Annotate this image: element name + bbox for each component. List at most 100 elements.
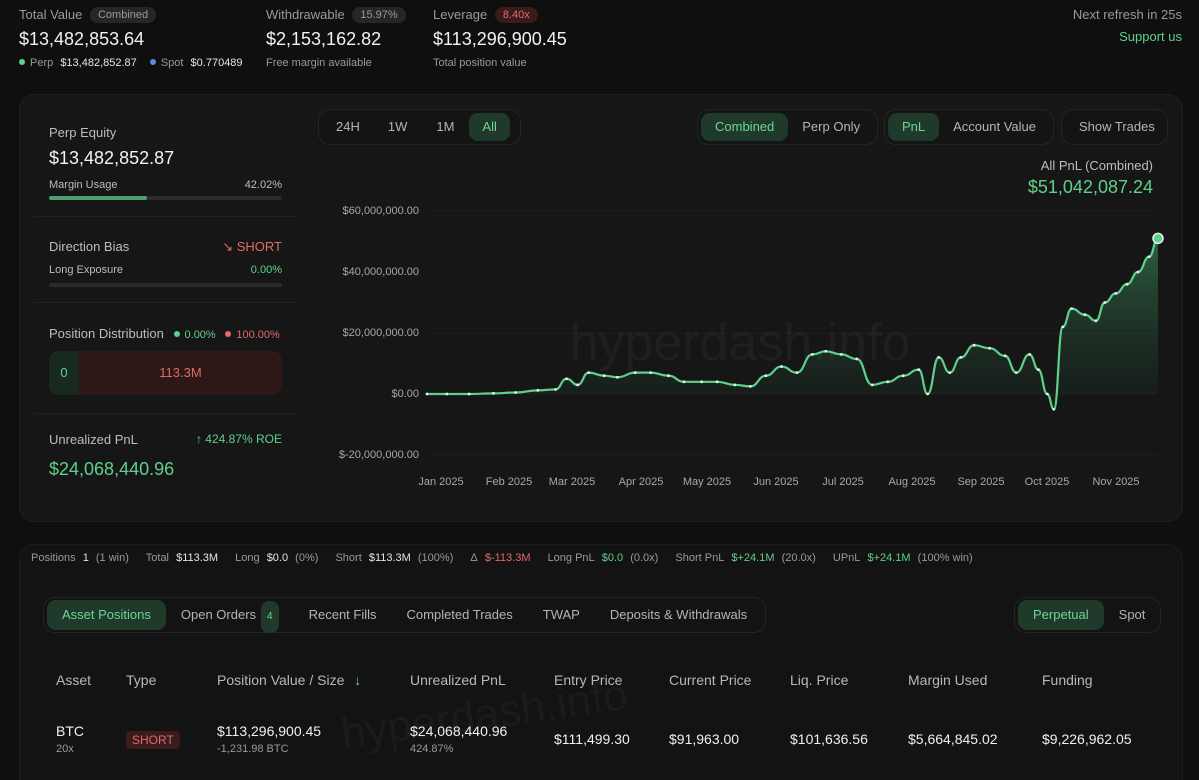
col-unrealized-pnl[interactable]: Unrealized PnL (410, 672, 506, 688)
range-1w[interactable]: 1W (387, 119, 408, 134)
refresh-text: Next refresh in 25s (1072, 7, 1182, 22)
data-point (649, 371, 653, 375)
col-margin-used[interactable]: Margin Used (908, 672, 988, 688)
data-point (445, 392, 449, 396)
range-1m[interactable]: 1M (436, 119, 455, 134)
dist-long-segment: 0 (49, 351, 79, 395)
data-point (1083, 313, 1087, 317)
data-point (425, 392, 429, 396)
x-tick: Nov 2025 (1092, 476, 1140, 488)
data-point (917, 368, 921, 371)
data-point (1014, 371, 1018, 375)
short-pnl-x: (20.0x) (781, 552, 816, 564)
time-range-selector: 24H 1W 1M All (318, 109, 521, 145)
long-pnl-label: Long PnL (547, 552, 595, 564)
row-funding: $9,226,962.05 (1042, 731, 1132, 747)
col-position-value[interactable]: Position Value / Size ↓ (217, 672, 361, 688)
margin-usage-fill (49, 196, 147, 200)
range-24h[interactable]: 24H (336, 119, 360, 134)
delta-label: Δ (470, 552, 478, 564)
data-point (733, 383, 737, 387)
tab-recent-fills[interactable]: Recent Fills (308, 607, 377, 622)
row-position-size: -1,231.98 BTC (217, 743, 289, 755)
tab-twap[interactable]: TWAP (542, 607, 580, 622)
row-unrealized-pct: 424.87% (410, 743, 454, 755)
tab-open-orders[interactable]: Open Orders 4 (166, 600, 294, 633)
support-link[interactable]: Support us (1119, 29, 1182, 44)
range-all[interactable]: All (469, 113, 510, 141)
data-point (937, 356, 941, 359)
margin-usage-value: 42.02% (244, 179, 282, 191)
scope-combined[interactable]: Combined (701, 113, 789, 141)
tab-spot[interactable]: Spot (1118, 607, 1146, 622)
x-tick: Sep 2025 (957, 476, 1005, 488)
dist-short-segment: 113.3M (159, 365, 202, 380)
margin-usage-label: Margin Usage (49, 179, 118, 191)
data-point (554, 388, 557, 391)
data-point (1125, 282, 1129, 286)
position-distribution-label: Position Distribution (49, 326, 164, 341)
tab-completed-trades[interactable]: Completed Trades (406, 607, 513, 622)
trend-down-icon: ↘ (222, 239, 234, 254)
col-funding[interactable]: Funding (1042, 672, 1093, 688)
data-point (715, 380, 719, 384)
withdrawable-pill: 15.97% (352, 7, 406, 23)
metric-account-value[interactable]: Account Value (953, 119, 1037, 134)
withdrawable-sub: Free margin available (266, 57, 372, 69)
scope-perp-only[interactable]: Perp Only (802, 119, 861, 134)
col-current-price[interactable]: Current Price (669, 672, 752, 688)
combined-pill[interactable]: Combined (89, 7, 157, 23)
col-type[interactable]: Type (126, 672, 157, 688)
dist-long-pct: 0.00% (184, 329, 216, 341)
data-point (926, 392, 930, 396)
positions-summary: Positions 1 (1 win) Total $113.3M Long $… (31, 552, 977, 564)
y-tick: $60,000,000.00 (342, 205, 419, 217)
divider (34, 216, 296, 217)
col-liq-price[interactable]: Liq. Price (790, 672, 849, 688)
tab-deposits-withdrawals[interactable]: Deposits & Withdrawals (609, 607, 748, 622)
spot-dot-icon (149, 59, 156, 65)
leverage-label: Leverage (433, 7, 488, 22)
upnl-win: (100% win) (917, 552, 973, 564)
positions-count: 1 (82, 552, 89, 564)
data-point (616, 375, 619, 379)
x-tick: Aug 2025 (888, 476, 936, 488)
col-entry-price[interactable]: Entry Price (554, 672, 623, 688)
row-margin-used: $5,664,845.02 (908, 731, 998, 747)
withdrawable-label: Withdrawable (266, 7, 345, 22)
positions-tabs: Asset Positions Open Orders 4 Recent Fill… (43, 597, 766, 633)
col-asset[interactable]: Asset (56, 672, 92, 688)
x-tick: Jan 2025 (418, 476, 464, 488)
data-point (514, 391, 518, 394)
long-exposure-bar (49, 283, 282, 287)
pnl-chart: hyperdash.info (425, 232, 1164, 411)
data-point (764, 374, 768, 378)
row-liq-price: $101,636.56 (790, 731, 868, 747)
data-point (886, 380, 890, 384)
long-pnl-value: $0.0 (601, 552, 624, 564)
total-label: Total (145, 552, 170, 564)
data-point (795, 371, 799, 375)
divider (34, 302, 296, 303)
refresh-block: Next refresh in 25s Support us (1073, 7, 1182, 44)
x-tick: Oct 2025 (1024, 476, 1070, 488)
spot-value: $0.770489 (190, 57, 243, 69)
long-pnl-x: (0.0x) (630, 552, 659, 564)
x-tick: Jun 2025 (753, 476, 799, 488)
unrealized-pnl-value: $24,068,440.96 (49, 459, 175, 479)
data-point (855, 357, 859, 361)
metric-pnl[interactable]: PnL (888, 113, 940, 141)
short-dot-icon (225, 331, 232, 337)
positions-panel (19, 544, 1183, 780)
withdrawable-block: Withdrawable 15.97% $2,153,162.82 Free m… (266, 7, 406, 69)
total-value-stat: $113.3M (176, 552, 219, 564)
data-point (576, 383, 580, 387)
tab-perpetual[interactable]: Perpetual (1018, 600, 1104, 630)
data-point (839, 352, 843, 356)
show-trades-button[interactable]: Show Trades (1079, 119, 1155, 134)
positions-win: (1 win) (95, 552, 129, 564)
positions-label: Positions (31, 552, 76, 564)
row-asset[interactable]: BTC (56, 723, 84, 739)
x-tick: Feb 2025 (485, 476, 533, 488)
tab-asset-positions[interactable]: Asset Positions (47, 600, 166, 630)
